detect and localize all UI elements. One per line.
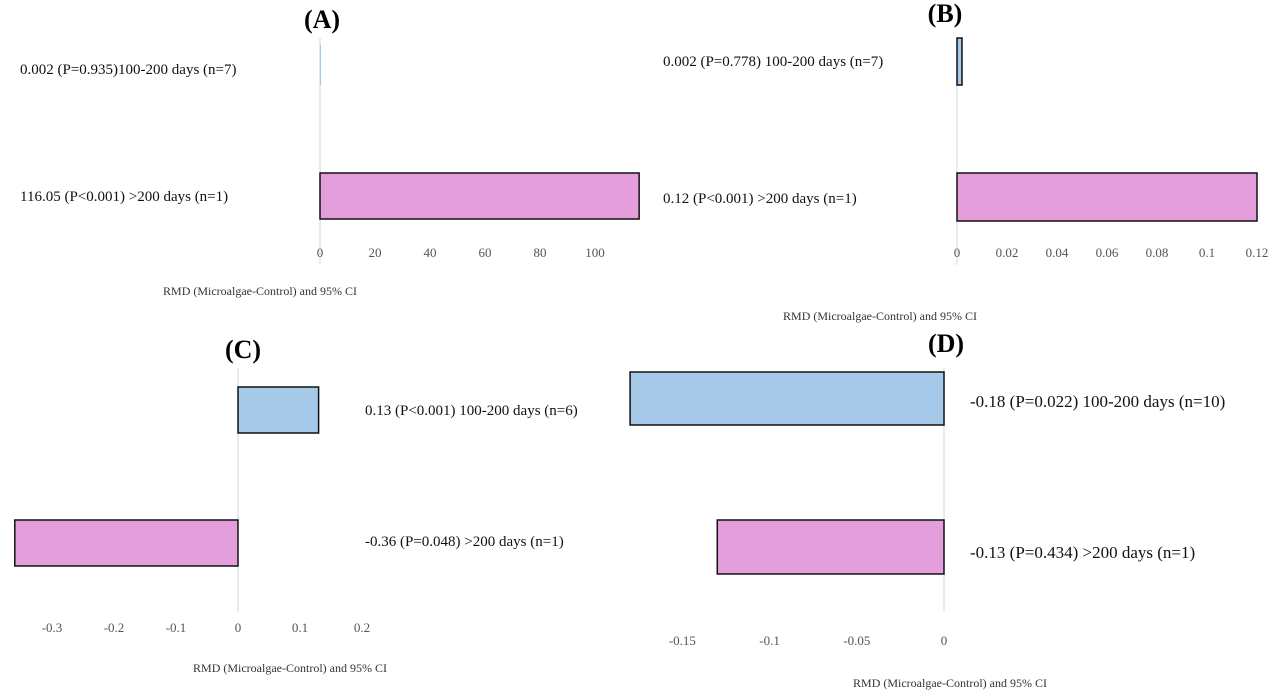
panel-d-title: (D) [928,329,964,358]
panel-a-bar [319,44,322,86]
panel-d-bar-label: -0.18 (P=0.022) 100-200 days (n=10) [970,392,1225,411]
panel-d-bar [716,519,945,575]
panel-a-title: (A) [304,5,340,34]
panel-b-x-tick-label: 0.04 [1046,245,1069,260]
panel-c-x-tick-label: -0.1 [166,620,187,635]
panel-d-bar [629,371,945,426]
panel-b-x-tick-label: 0.06 [1096,245,1119,260]
panel-b-x-tick-label: 0.12 [1246,245,1269,260]
panel-c-bar-label: -0.36 (P=0.048) >200 days (n=1) [365,534,564,550]
panel-c-x-tick-label: -0.2 [104,620,125,635]
panel-b-x-tick-label: 0 [954,245,961,260]
panel-b-x-tick-label: 0.1 [1199,245,1215,260]
panel-d-x-axis-title: RMD (Microalgae-Control) and 95% CI [853,676,1047,690]
panel-c-x-axis-title: RMD (Microalgae-Control) and 95% CI [193,661,387,675]
panel-a-x-axis-title: RMD (Microalgae-Control) and 95% CI [163,284,357,298]
panel-d-x-tick-label: -0.1 [759,633,780,648]
panel-a-x-tick-label: 0 [317,245,324,260]
panel-b-bar-label: 0.12 (P<0.001) >200 days (n=1) [663,191,857,207]
panel-d-bar-label: -0.13 (P=0.434) >200 days (n=1) [970,543,1195,562]
panel-d-x-tick-label: -0.05 [843,633,870,648]
panel-d-x-tick-label: -0.15 [669,633,696,648]
panel-a-bar-label: 116.05 (P<0.001) >200 days (n=1) [20,189,228,205]
panel-a-x-tick-label: 40 [424,245,437,260]
panel-b-x-axis-title: RMD (Microalgae-Control) and 95% CI [783,309,977,323]
panel-a-x-tick-label: 80 [534,245,547,260]
panel-c-bar-label: 0.13 (P<0.001) 100-200 days (n=6) [365,403,578,419]
panel-b-title: (B) [928,0,963,28]
panel-b-x-tick-label: 0.02 [996,245,1019,260]
panel-a-x-tick-label: 60 [479,245,492,260]
panel-b-x-tick-label: 0.08 [1146,245,1169,260]
panel-c-bar [237,386,320,434]
panel-a-bar [319,172,640,220]
panel-c-bar [14,519,239,567]
panel-c-title: (C) [225,335,261,364]
panel-a-bar-label: 0.002 (P=0.935)100-200 days (n=7) [20,62,236,78]
panel-c-x-tick-label: -0.3 [42,620,63,635]
panel-d-x-tick-label: 0 [941,633,948,648]
panel-b-bar [956,172,1258,222]
panel-c-x-tick-label: 0.1 [292,620,308,635]
panel-a-x-tick-label: 100 [585,245,605,260]
panel-b-bar-label: 0.002 (P=0.778) 100-200 days (n=7) [663,54,883,70]
panel-c-x-tick-label: 0 [235,620,242,635]
panel-c-x-tick-label: 0.2 [354,620,370,635]
panel-b-bar [956,37,963,86]
panel-a-x-tick-label: 20 [369,245,382,260]
